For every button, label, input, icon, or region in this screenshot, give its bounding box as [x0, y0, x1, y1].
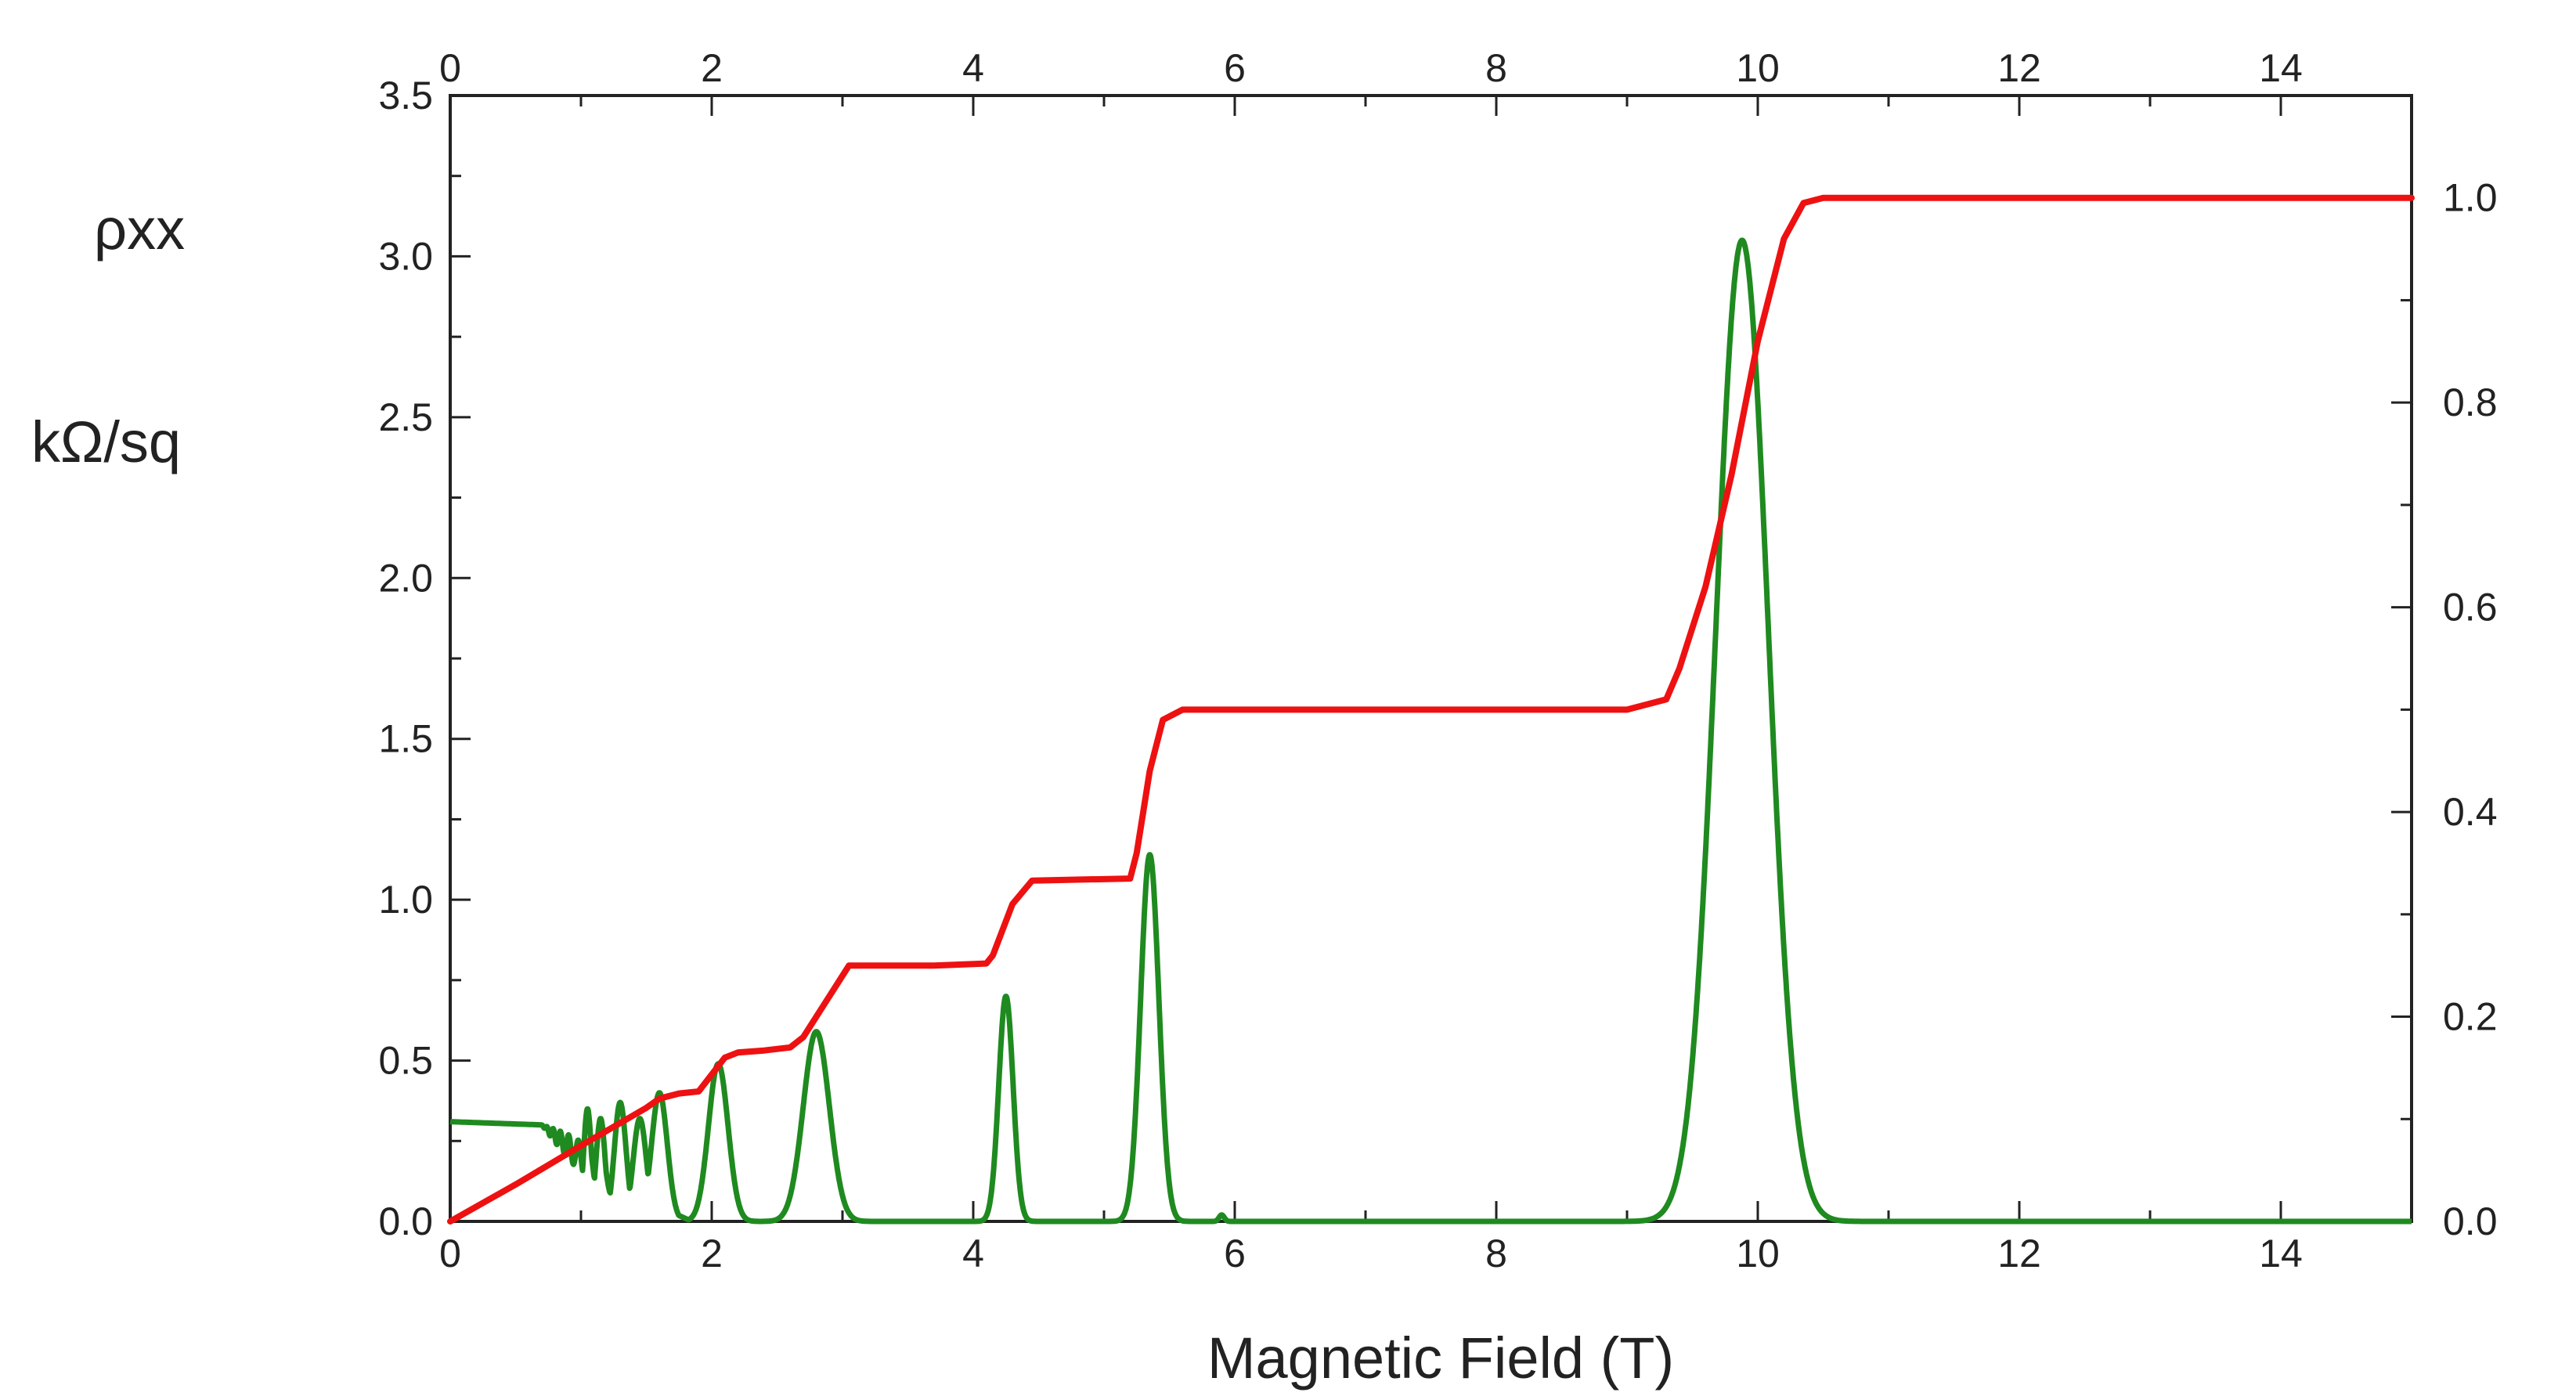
x-tick-label-top: 6	[1224, 46, 1246, 90]
y-left-tick-label: 1.5	[378, 717, 433, 761]
y-left-tick-label: 2.0	[378, 556, 433, 600]
y-right-tick-label: 0.4	[2443, 790, 2498, 834]
x-tick-label-bottom: 14	[2259, 1232, 2303, 1275]
y-left-tick-label: 0.0	[378, 1199, 433, 1243]
axis-ticks	[449, 94, 2413, 1223]
series-group	[447, 194, 2415, 1225]
y-right-tick-label: 0.2	[2443, 995, 2498, 1039]
series-hall-line	[447, 194, 2415, 1225]
x-tick-label-top: 8	[1485, 46, 1507, 90]
y-right-tick-label: 0.6	[2443, 586, 2498, 629]
y-left-tick-label: 3.5	[378, 74, 433, 117]
x-tick-label-bottom: 4	[962, 1232, 984, 1275]
x-tick-label-top: 12	[1997, 46, 2041, 90]
x-tick-label-top: 2	[701, 46, 723, 90]
series-rho-xx-line	[448, 237, 2414, 1225]
x-tick-label-bottom: 0	[439, 1232, 461, 1275]
x-tick-label-bottom: 8	[1485, 1232, 1507, 1275]
y-axis-title-line1: ρxx	[94, 197, 185, 262]
x-tick-label-bottom: 12	[1997, 1232, 2041, 1275]
x-tick-label-top: 4	[962, 46, 984, 90]
x-axis-title: Magnetic Field (T)	[1207, 1326, 1674, 1391]
y-axis-title-line2: kΩ/sq	[31, 409, 181, 474]
y-left-tick-label: 0.5	[378, 1039, 433, 1083]
x-tick-label-top: 10	[1736, 46, 1780, 90]
y-right-tick-label: 0.8	[2443, 381, 2498, 424]
x-tick-label-top: 0	[439, 46, 461, 90]
y-left-tick-label: 3.0	[378, 234, 433, 278]
y-left-tick-label: 1.0	[378, 878, 433, 922]
y-left-tick-label: 2.5	[378, 395, 433, 439]
tick-labels: 0 0 2 2 4 4 6 6 8 8 10 10 12 12 14 14 0.0 0.5 1.0 1.5 2.0 2.5…	[378, 46, 2497, 1275]
x-tick-label-top: 14	[2259, 46, 2303, 90]
x-tick-label-bottom: 6	[1224, 1232, 1246, 1275]
x-tick-label-bottom: 2	[701, 1232, 723, 1275]
x-tick-label-bottom: 10	[1736, 1232, 1780, 1275]
y-right-tick-label: 1.0	[2443, 176, 2498, 220]
y-right-tick-label: 0.0	[2443, 1199, 2498, 1243]
